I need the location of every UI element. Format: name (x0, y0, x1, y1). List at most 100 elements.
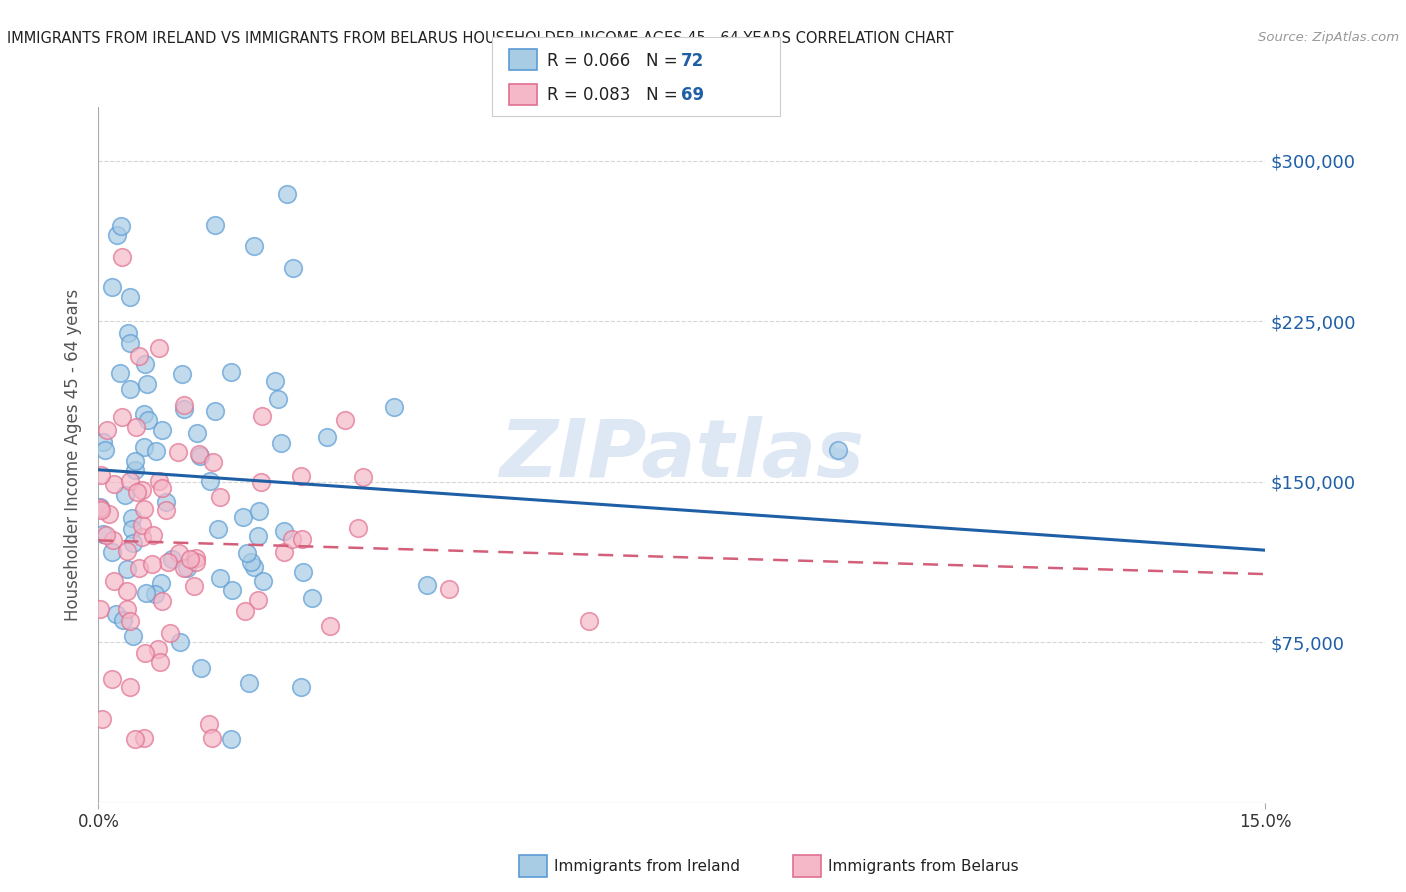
Point (121, 536, 143, 550)
Point (333, 413, 356, 427)
Point (121, 511, 143, 525)
Point (281, 260, 304, 275)
Point (131, 530, 153, 544)
Point (219, 365, 242, 379)
Point (118, 290, 141, 304)
Point (148, 475, 170, 489)
Point (290, 680, 312, 694)
Point (103, 477, 125, 491)
Point (291, 532, 314, 546)
Point (146, 642, 169, 657)
Point (273, 524, 295, 538)
Point (252, 574, 274, 588)
Point (90, 468, 112, 483)
Point (136, 377, 159, 392)
Point (173, 402, 195, 417)
Point (124, 731, 146, 746)
Point (246, 593, 269, 607)
Point (233, 604, 256, 618)
Point (221, 731, 243, 746)
Point (264, 374, 287, 388)
Point (145, 443, 167, 458)
Point (94, 442, 117, 457)
Point (150, 423, 173, 437)
Point (183, 579, 205, 593)
Point (242, 560, 264, 574)
Y-axis label: Householder Income Ages 45 - 64 years: Householder Income Ages 45 - 64 years (65, 289, 83, 621)
Text: Immigrants from Belarus: Immigrants from Belarus (828, 859, 1019, 873)
Point (149, 655, 172, 669)
Point (103, 574, 125, 588)
Point (188, 449, 211, 463)
Point (89, 500, 111, 514)
Point (118, 614, 141, 628)
Point (250, 409, 273, 424)
Point (105, 227, 128, 242)
Point (104, 607, 127, 622)
Point (352, 470, 374, 484)
Point (273, 545, 295, 559)
Point (169, 634, 191, 648)
Point (160, 551, 183, 566)
Point (131, 518, 153, 533)
Point (94, 528, 117, 542)
Point (176, 560, 198, 574)
Point (132, 440, 155, 454)
Point (120, 681, 142, 695)
Point (238, 676, 260, 690)
Point (117, 562, 139, 576)
Point (159, 626, 181, 640)
Point (132, 407, 155, 421)
Point (827, 442, 849, 457)
Point (243, 239, 266, 253)
Point (382, 400, 405, 414)
Point (115, 543, 138, 558)
Point (197, 717, 219, 731)
Point (155, 503, 177, 517)
Point (207, 522, 229, 536)
Point (110, 410, 132, 425)
Point (167, 546, 190, 560)
Point (115, 584, 138, 599)
Point (115, 602, 138, 616)
Point (128, 349, 150, 363)
Point (124, 463, 146, 477)
Point (100, 280, 122, 294)
Point (127, 485, 149, 500)
Point (437, 582, 460, 596)
Point (209, 490, 232, 504)
Point (190, 660, 212, 674)
Point (134, 646, 156, 660)
Text: R = 0.083   N =: R = 0.083 N = (547, 87, 683, 104)
Point (270, 436, 292, 450)
Point (101, 545, 124, 559)
Point (276, 186, 298, 201)
Point (131, 483, 153, 497)
Text: Source: ZipAtlas.com: Source: ZipAtlas.com (1258, 31, 1399, 45)
Point (103, 533, 125, 547)
Point (150, 575, 173, 590)
Point (91, 527, 114, 541)
Point (155, 494, 177, 508)
Point (208, 571, 231, 585)
Point (121, 523, 143, 537)
Point (186, 550, 208, 565)
Point (96, 423, 118, 437)
Point (170, 367, 193, 381)
Point (128, 560, 150, 574)
Point (204, 218, 226, 232)
Point (200, 474, 222, 488)
Point (117, 326, 139, 340)
Text: R = 0.066   N =: R = 0.066 N = (547, 52, 683, 70)
Point (184, 555, 207, 569)
Point (150, 481, 173, 495)
Point (148, 341, 170, 355)
Point (110, 219, 132, 233)
Point (89, 601, 111, 615)
Point (134, 357, 156, 371)
Point (118, 335, 141, 350)
Point (247, 529, 270, 543)
Point (315, 430, 337, 444)
Point (132, 731, 155, 745)
Point (346, 521, 368, 535)
